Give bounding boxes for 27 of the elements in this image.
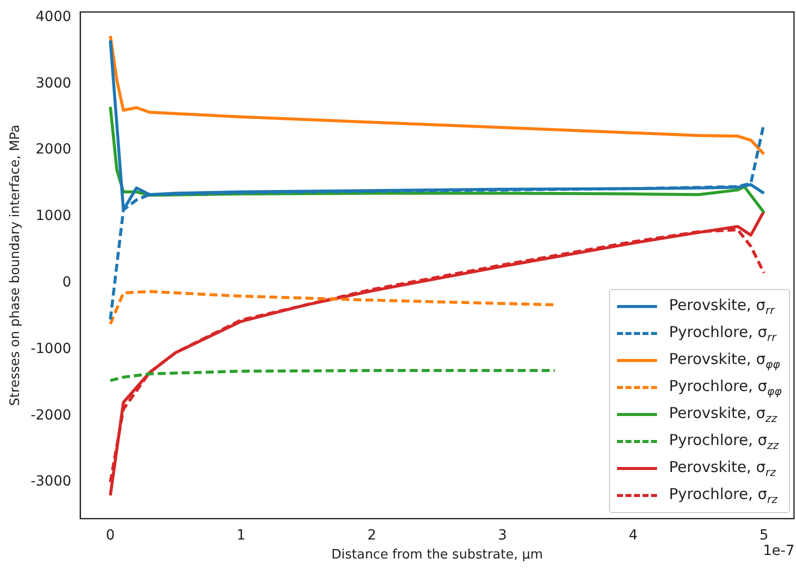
x-axis-title: Distance from the substrate, µm (331, 548, 543, 563)
legend-label: Pyrochlore, σ$_{φφ}$ (669, 376, 782, 398)
x-tick-label: 3 (498, 528, 507, 544)
line-series (108, 290, 556, 326)
legend-label: Perovskite, σ$_{zz}$ (669, 404, 778, 425)
y-tick-label: 3000 (36, 75, 72, 92)
legend-label: Pyrochlore, σ$_{rz}$ (669, 484, 778, 506)
y-tick-label: -1000 (30, 340, 72, 357)
x-tick-label: 2 (367, 528, 376, 544)
x-tick-label: 0 (106, 528, 115, 544)
x-tick-label: 5 (759, 528, 768, 544)
y-tick-label: 0 (62, 274, 72, 291)
y-tick-label: 4000 (36, 8, 72, 25)
y-axis-title: Stresses on phase boundary interface, MPa (8, 124, 24, 406)
line-series (108, 369, 556, 382)
legend-label: Pyrochlore, σ$_{rr}$ (669, 322, 776, 344)
legend-label: Perovskite, σ$_{rz}$ (669, 458, 776, 479)
legend-label: Pyrochlore, σ$_{zz}$ (669, 430, 779, 452)
x-tick-label: 1 (236, 528, 246, 544)
y-tick-label: -3000 (30, 474, 72, 490)
legend-label: Perovskite, σ$_{rr}$ (669, 296, 774, 317)
x-tick-label: 4 (628, 528, 638, 544)
y-tick-label: 1000 (36, 208, 72, 224)
text: 1e-7 (763, 542, 794, 559)
y-tick-label: 2000 (36, 142, 72, 158)
legend-label: Perovskite, σ$_{φφ}$ (669, 350, 780, 371)
y-tick-label: -2000 (30, 407, 72, 424)
